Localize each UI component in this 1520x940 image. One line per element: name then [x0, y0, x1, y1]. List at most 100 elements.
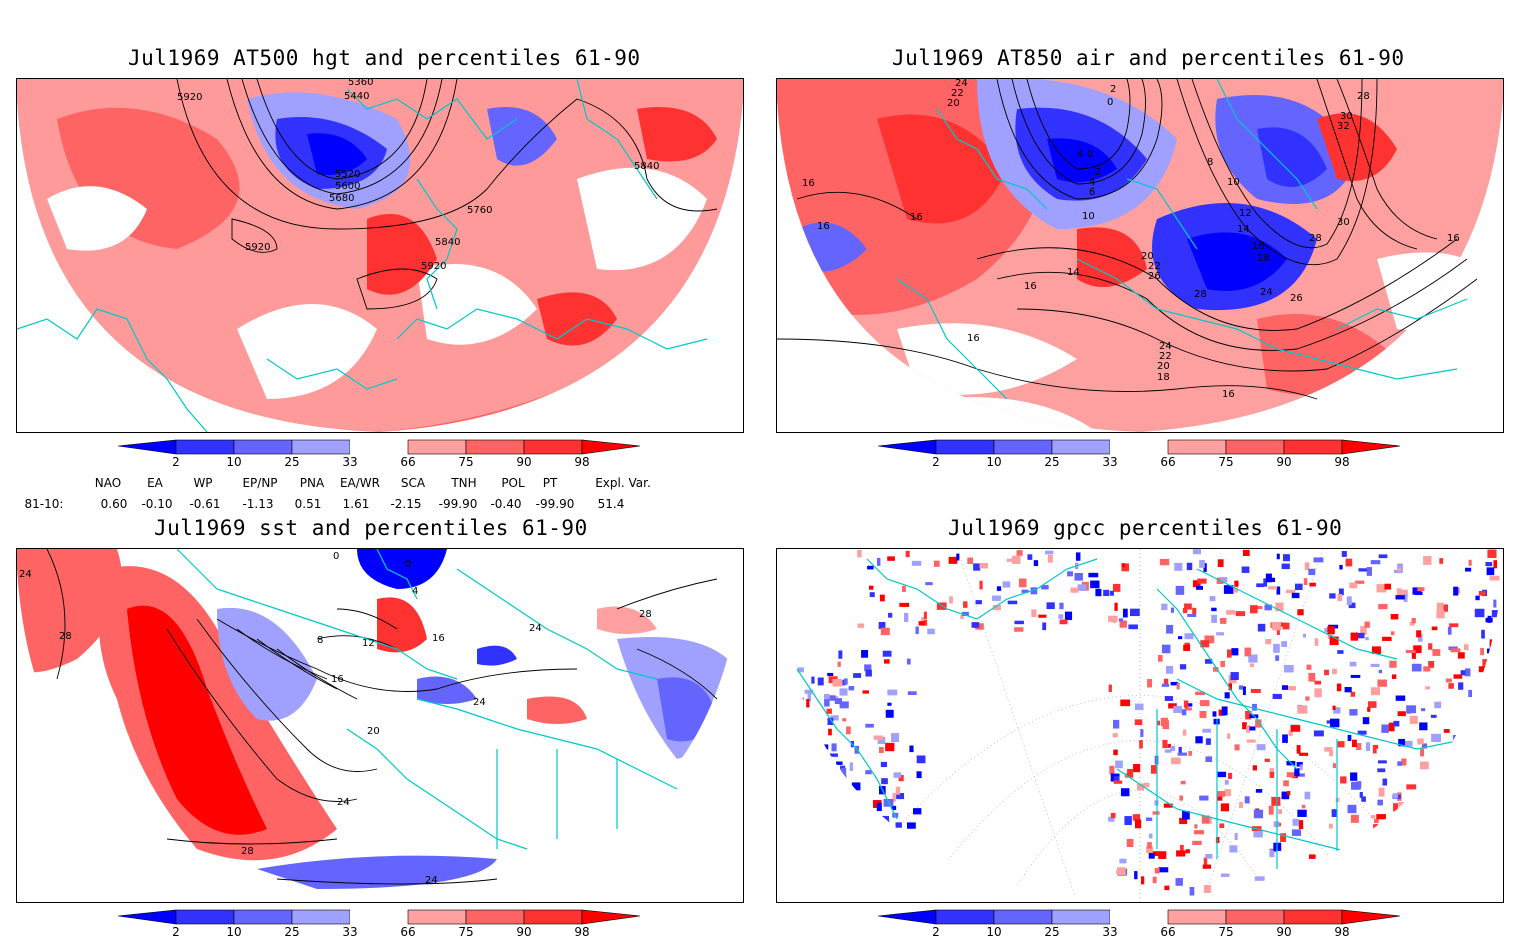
contour-label: 14	[1067, 267, 1080, 278]
contour-label: 30	[1340, 111, 1353, 122]
contour-label: 0	[333, 551, 339, 562]
contour-label: 22	[951, 88, 964, 99]
contour-label: 16	[817, 221, 830, 232]
colorbar-label: 66	[400, 455, 416, 469]
contour-label: 18	[1257, 253, 1270, 264]
contour-label: 12	[362, 638, 375, 649]
contour-label: 16	[910, 212, 923, 223]
contour-label: 5920	[245, 242, 270, 253]
colorbar-label: 2	[932, 925, 940, 939]
index-value: -1.13	[242, 497, 274, 511]
contour-label: 14	[1237, 224, 1250, 235]
contour-label: 16	[1252, 241, 1265, 252]
colorbar-sst: 2 10 25 33 66 75 90 98	[116, 909, 642, 939]
colorbar-swatches	[117, 439, 641, 455]
colorbar-label: 25	[1044, 455, 1060, 469]
index-header-row: NAO EA WP EP/NP PNA EA/WR SCA TNH POL PT…	[0, 476, 760, 492]
index-header: SCA	[400, 476, 426, 490]
contour-label: 16	[1024, 281, 1037, 292]
contour-label: 16	[432, 633, 445, 644]
colorbar-label: 25	[1044, 925, 1060, 939]
index-row-label: 81-10:	[24, 497, 64, 511]
contour-label: 4	[1077, 149, 1083, 160]
index-header: POL	[501, 476, 525, 490]
contour-label: 28	[639, 609, 652, 620]
contour-label: 4	[1089, 177, 1095, 188]
colorbar-label: 10	[986, 455, 1002, 469]
colorbar-label: 75	[1218, 455, 1234, 469]
contour-label: 20	[1141, 251, 1154, 262]
panel-title-hgt500: Jul1969 AT500 hgt and percentiles 61-90	[128, 46, 641, 70]
colorbar-swatches	[877, 909, 1401, 925]
colorbar-label: 98	[574, 455, 590, 469]
contour-label: 0	[1087, 149, 1093, 160]
colorbar-label: 10	[226, 925, 242, 939]
colorbar-label: 75	[458, 455, 474, 469]
contour-label: 20	[947, 98, 960, 109]
contour-label: 24	[19, 569, 32, 580]
contour-label: 5840	[634, 161, 659, 172]
panel-title-sst: Jul1969 sst and percentiles 61-90	[154, 516, 588, 540]
contour-label: 0	[1107, 97, 1113, 108]
index-header: EA/WR	[339, 476, 381, 490]
contour-label: 5440	[344, 91, 369, 102]
colorbar-label: 90	[1276, 455, 1292, 469]
contour-label: 8	[1207, 157, 1213, 168]
contour-label: 12	[1239, 208, 1252, 219]
colorbar-label: 2	[172, 455, 180, 469]
contour-label: 0	[405, 559, 411, 570]
contour-label: 24	[1260, 287, 1273, 298]
colorbar-label: 2	[172, 925, 180, 939]
contour-label: 10	[1227, 177, 1240, 188]
contour-label: 4	[412, 586, 418, 597]
contour-label: 5840	[435, 237, 460, 248]
index-value: 51.4	[597, 497, 625, 511]
index-header: WP	[193, 476, 213, 490]
index-value: 0.60	[100, 497, 128, 511]
colorbar-label: 25	[284, 455, 300, 469]
contour-label: 28	[59, 631, 72, 642]
map-panel-sst: 24 28 0 0 4 8 12 16 16 20 24 24 28 24 28…	[16, 548, 744, 903]
colorbar-hgt500: 2 10 25 33 66 75 90 98	[116, 439, 642, 469]
contour-label: 8	[317, 635, 323, 646]
contour-label: 5920	[421, 261, 446, 272]
contour-label: 5760	[467, 205, 492, 216]
index-header: EP/NP	[242, 476, 278, 490]
contour-label: 28	[241, 846, 254, 857]
index-header: PT	[542, 476, 558, 490]
index-header: NAO	[94, 476, 122, 490]
contour-label: 28	[1194, 289, 1207, 300]
colorbar-label: 90	[516, 925, 532, 939]
index-value: 1.61	[342, 497, 370, 511]
contour-label: 28	[1357, 91, 1370, 102]
index-value: -0.40	[490, 497, 522, 511]
contour-label: 22	[1159, 351, 1172, 362]
colorbar-label: 90	[516, 455, 532, 469]
colorbar-label: 75	[458, 925, 474, 939]
contour-label: 6	[1089, 187, 1095, 198]
contour-label: 5520	[335, 169, 360, 180]
contour-label: 30	[1337, 217, 1350, 228]
contour-label: 24	[473, 697, 486, 708]
contour-label: 26	[1290, 293, 1303, 304]
contour-label: 22	[1148, 261, 1161, 272]
contour-label: 16	[967, 333, 980, 344]
index-header: TNH	[451, 476, 477, 490]
contour-label: 5920	[177, 92, 202, 103]
index-values-row: 81-10: 0.60 -0.10 -0.61 -1.13 0.51 1.61 …	[0, 497, 760, 513]
contour-label: 24	[425, 875, 438, 886]
contour-label: 20	[1157, 361, 1170, 372]
contour-label: 28	[1309, 233, 1322, 244]
contour-label: 16	[1447, 233, 1460, 244]
contour-label: 24	[955, 79, 968, 89]
index-value: -2.15	[390, 497, 422, 511]
colorbar-label: 25	[284, 925, 300, 939]
contour-label: 16	[331, 674, 344, 685]
colorbar-label: 10	[226, 455, 242, 469]
map-panel-air850: 24 22 20 2 0 4 0 2 4 6 10 8 10 12 14 16 …	[776, 78, 1504, 433]
contour-label: 20	[367, 726, 380, 737]
colorbar-label: 66	[400, 925, 416, 939]
contour-label: 32	[1337, 121, 1350, 132]
index-value: -99.90	[438, 497, 478, 511]
map-panel-gpcc	[776, 548, 1504, 903]
